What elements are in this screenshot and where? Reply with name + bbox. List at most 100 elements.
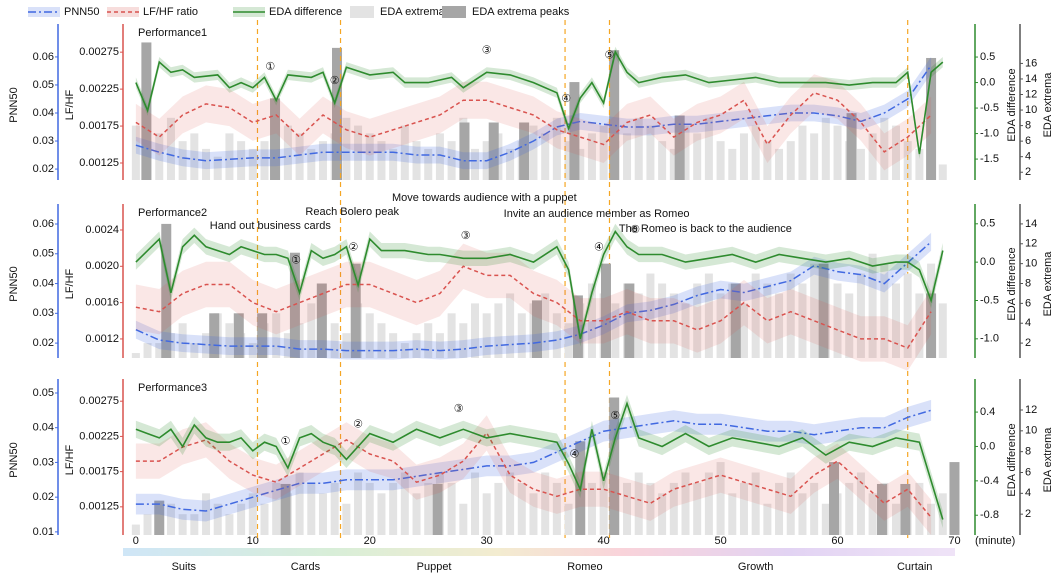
eda-peak-bar xyxy=(926,57,937,180)
eda-extrema-bar xyxy=(693,482,702,535)
event-note: Move towards audience with a puppet xyxy=(392,192,577,204)
eda-extrema-bar xyxy=(669,482,678,535)
eda-peak-bar xyxy=(674,115,685,180)
eda-extrema-bar xyxy=(634,472,643,535)
x-axis-label: (minute) xyxy=(975,535,1015,547)
eda-extrema-bar xyxy=(880,117,889,180)
y-tick-label: 0.01 xyxy=(33,526,54,538)
eda-extrema-bar xyxy=(190,133,199,180)
x-tick-label: 10 xyxy=(247,535,259,547)
eda-extrema-bar xyxy=(576,148,585,180)
eda-extrema-bar xyxy=(763,503,772,535)
eda-peak-bar xyxy=(609,397,620,535)
eda-extrema-bar xyxy=(400,125,409,180)
eda-extrema-bar xyxy=(471,472,480,535)
eda-extrema-bar xyxy=(938,493,947,535)
eda-extrema-bar xyxy=(283,125,292,180)
y-tick-label: 0.05 xyxy=(33,79,54,91)
event-number: ② xyxy=(330,75,340,87)
eda-extrema-bar xyxy=(377,493,386,535)
y-tick-label: 0.00125 xyxy=(79,501,119,513)
event-number: ① xyxy=(281,436,291,448)
y-tick-label: 0.03 xyxy=(33,135,54,147)
legend-label: EDA difference xyxy=(269,6,342,18)
eda-extrema-bar xyxy=(260,141,269,180)
eda-extrema-bar xyxy=(225,133,234,180)
eda-extrema-bar xyxy=(330,482,339,535)
y-tick-label: 0.0 xyxy=(980,256,995,268)
panel-title: Performance2 xyxy=(138,207,207,219)
confidence-band xyxy=(135,232,932,360)
panel-title: Performance3 xyxy=(138,382,207,394)
series-line xyxy=(135,230,944,339)
eda-extrema-bar xyxy=(880,263,889,358)
eda-extrema-bar xyxy=(775,293,784,358)
eda-extrema-bar xyxy=(178,323,187,358)
eda-peak-bar xyxy=(432,483,443,535)
eda-extrema-bar xyxy=(202,493,211,535)
eda-extrema-bar xyxy=(669,293,678,358)
eda-extrema-bar xyxy=(634,293,643,358)
event-number: ⑤ xyxy=(630,224,640,236)
eda-extrema-bar xyxy=(892,125,901,180)
eda-extrema-bar xyxy=(775,148,784,180)
y-axis-title: EDA difference xyxy=(1006,68,1018,141)
series-line xyxy=(135,265,932,349)
y-tick-label: 0.0 xyxy=(980,76,995,88)
y-tick-label: 8 xyxy=(1025,446,1031,458)
eda-extrema-bar xyxy=(529,125,538,180)
eda-extrema-bar xyxy=(833,283,842,358)
eda-extrema-bar xyxy=(166,503,175,535)
y-tick-label: 6 xyxy=(1025,135,1031,147)
y-tick-label: 14 xyxy=(1025,73,1037,85)
eda-peak-bar xyxy=(332,47,343,181)
eda-extrema-bar xyxy=(389,482,398,535)
y-tick-label: 0.00275 xyxy=(79,46,119,58)
eda-peak-bar xyxy=(818,263,829,358)
eda-extrema-bar xyxy=(155,343,164,358)
eda-extrema-bar xyxy=(728,493,737,535)
eda-extrema-bar xyxy=(716,462,725,535)
eda-extrema-bar xyxy=(354,472,363,535)
eda-extrema-bar xyxy=(599,472,608,535)
eda-extrema-bar xyxy=(810,263,819,358)
eda-extrema-bar xyxy=(178,141,187,180)
legend-swatch xyxy=(442,6,466,18)
eda-peak-bar xyxy=(519,122,530,180)
eda-peak-bar xyxy=(949,462,960,535)
eda-extrema-bar xyxy=(342,117,351,180)
eda-peak-bar xyxy=(154,500,165,535)
eda-extrema-bar xyxy=(541,472,550,535)
eda-extrema-bar xyxy=(739,482,748,535)
act-label: Puppet xyxy=(417,561,452,573)
event-number: ② xyxy=(348,242,358,254)
eda-extrema-bar xyxy=(821,117,830,180)
eda-extrema-bar xyxy=(506,472,515,535)
y-tick-label: 0.00125 xyxy=(79,157,119,169)
eda-extrema-bar xyxy=(155,133,164,180)
eda-peak-bar xyxy=(600,263,611,358)
y-tick-label: 0.5 xyxy=(980,51,995,63)
eda-extrema-bar xyxy=(821,503,830,535)
eda-extrema-bar xyxy=(237,141,246,180)
eda-extrema-bar xyxy=(658,141,667,180)
confidence-band xyxy=(135,243,932,371)
event-number: ③ xyxy=(454,403,464,415)
y-axis-title: PNN50 xyxy=(8,442,20,477)
eda-extrema-bar xyxy=(704,472,713,535)
eda-extrema-bar xyxy=(424,148,433,180)
eda-extrema-bar xyxy=(646,482,655,535)
event-number: ⑤ xyxy=(610,410,620,422)
y-tick-label: 0.04 xyxy=(33,277,54,289)
eda-extrema-bar xyxy=(786,472,795,535)
eda-peak-bar xyxy=(161,223,172,358)
eda-extrema-bar xyxy=(634,117,643,180)
y-tick-label: 0.05 xyxy=(33,387,54,399)
act-strip xyxy=(123,548,955,556)
eda-extrema-bar xyxy=(435,333,444,358)
eda-extrema-bar xyxy=(389,148,398,180)
eda-extrema-bar xyxy=(739,303,748,358)
eda-peak-bar xyxy=(900,483,911,535)
